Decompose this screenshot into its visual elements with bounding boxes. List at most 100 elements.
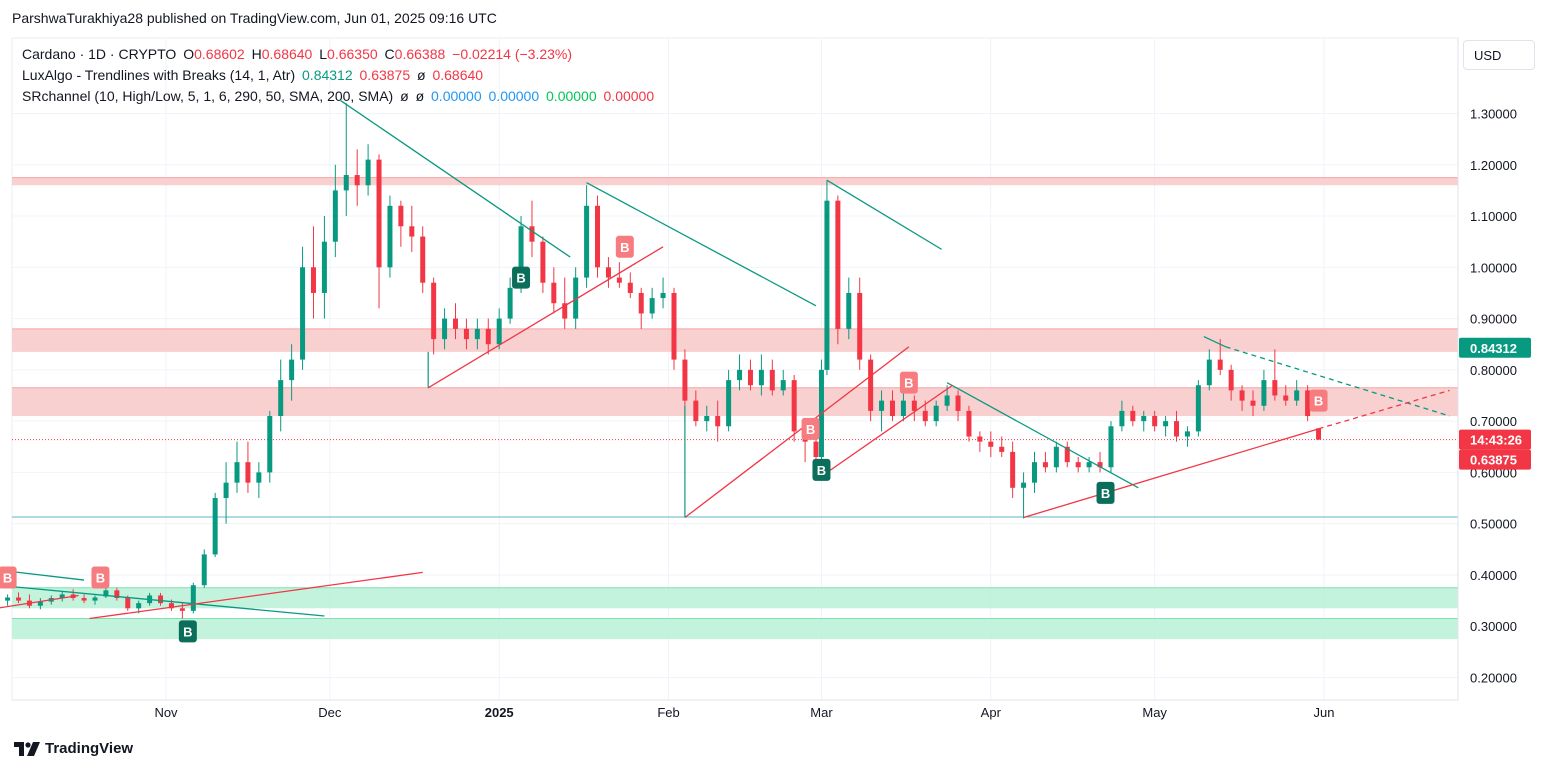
break-marker-badge xyxy=(91,566,110,589)
candle xyxy=(1152,410,1158,432)
candle-body xyxy=(857,292,863,360)
candle-body xyxy=(201,554,207,586)
candle-body xyxy=(966,410,972,437)
legend-indicator-srchannel[interactable]: SRchannel (10, High/Low, 5, 1, 6, 290, 5… xyxy=(22,86,657,107)
candle-body xyxy=(616,277,622,283)
low-value: 0.66350 xyxy=(327,46,378,62)
footer-branding[interactable]: TradingView xyxy=(14,740,133,757)
candle xyxy=(190,582,196,614)
candle-body xyxy=(114,590,120,599)
candle-body xyxy=(81,598,87,601)
candle-body xyxy=(955,395,961,411)
candle xyxy=(442,308,448,350)
candle-body xyxy=(1141,416,1147,422)
low-label: L xyxy=(319,46,328,62)
candle xyxy=(649,287,655,319)
candle xyxy=(300,246,306,370)
candle xyxy=(1239,385,1245,411)
bearish-break-marker: B xyxy=(0,566,17,589)
high-label: H xyxy=(251,46,262,62)
currency-selector[interactable]: USD xyxy=(1463,40,1535,70)
candle xyxy=(540,236,546,293)
candle xyxy=(1097,451,1103,473)
candle-body xyxy=(682,359,688,401)
candle xyxy=(562,277,568,329)
indicator-value-2: 0.00000 xyxy=(488,88,540,104)
trendline-support xyxy=(427,246,664,389)
candle xyxy=(485,318,491,355)
candle-body xyxy=(431,282,437,340)
candle-body xyxy=(1305,390,1311,417)
candle xyxy=(59,591,65,602)
candle xyxy=(955,390,961,422)
candle xyxy=(857,277,863,370)
candle xyxy=(212,492,218,558)
bullish-break-marker: B xyxy=(1096,481,1115,504)
y-tick-label: 0.90000 xyxy=(1470,312,1517,327)
trendline-support xyxy=(0,594,79,609)
trendline-support xyxy=(815,384,953,481)
indicator-value-upper: 0.84312 xyxy=(302,67,353,83)
candle xyxy=(16,592,22,604)
candle-body xyxy=(223,482,229,499)
candle-body xyxy=(1053,446,1059,468)
candle xyxy=(780,369,786,396)
candle xyxy=(1174,410,1180,442)
candle xyxy=(933,400,939,427)
candle xyxy=(1032,451,1037,493)
candle-body xyxy=(321,241,327,293)
trendline-support xyxy=(1023,428,1319,519)
candle-body xyxy=(59,594,65,599)
candle xyxy=(1010,441,1016,499)
candle-body xyxy=(278,380,284,417)
candle-body xyxy=(1130,410,1136,422)
candle-body xyxy=(365,159,371,186)
candle xyxy=(343,103,349,217)
candle-body xyxy=(715,416,721,427)
candle-body xyxy=(1097,462,1103,468)
candle xyxy=(354,149,360,206)
candle xyxy=(289,344,295,401)
price-axis[interactable]: 1.30000 1.20000 1.10000 1.00000 0.90000 0.800… xyxy=(1457,38,1517,700)
candle xyxy=(92,595,98,605)
legend-symbol-row[interactable]: Cardano · 1D · CRYPTO O0.68602 H0.68640 … xyxy=(22,44,657,65)
candle xyxy=(879,390,885,432)
candle-body xyxy=(1064,446,1070,463)
indicator-value-lower: 0.63875 xyxy=(359,67,411,83)
sr-channel-zones xyxy=(12,177,1458,640)
price-axis-label-text: 14:43:26 xyxy=(1470,433,1522,448)
candle xyxy=(758,354,764,396)
indicator-value-1: 0.00000 xyxy=(431,88,482,104)
close-label: C xyxy=(384,46,395,62)
break-marker-letter: B xyxy=(3,571,12,586)
open-value: 0.68602 xyxy=(194,46,245,62)
candle-body xyxy=(190,585,196,611)
candle-body xyxy=(125,598,131,609)
bullish-break-marker: B xyxy=(812,458,831,481)
candle-body xyxy=(1075,462,1081,468)
candle-body xyxy=(398,205,404,227)
candle xyxy=(769,359,775,396)
price-axis-labels: 0.84312 14:43:26 0.63875 xyxy=(1459,337,1531,470)
time-axis[interactable]: Nov Dec 2025 Feb Mar Apr May Jun xyxy=(12,699,1458,720)
candle-body xyxy=(37,601,43,606)
candle-body xyxy=(999,446,1005,452)
chart-legend: Cardano · 1D · CRYPTO O0.68602 H0.68640 … xyxy=(22,44,657,107)
candle-body xyxy=(529,226,535,242)
indicator-value-break: 0.68640 xyxy=(432,67,484,83)
candle-body xyxy=(103,590,109,597)
candle xyxy=(1228,364,1234,401)
candle-body xyxy=(92,597,98,601)
legend-indicator-luxalgo[interactable]: LuxAlgo - Trendlines with Breaks (14, 1,… xyxy=(22,65,657,86)
trendline-resistance xyxy=(1203,335,1226,348)
chart-grid xyxy=(11,37,1459,701)
break-marker-letter: B xyxy=(516,271,525,286)
candle xyxy=(234,441,240,493)
candle-body xyxy=(387,205,393,268)
candle xyxy=(1130,405,1136,427)
break-marker-letter: B xyxy=(1101,486,1110,501)
candle-body xyxy=(824,200,830,370)
candle xyxy=(431,277,437,355)
candle-body xyxy=(485,328,491,345)
